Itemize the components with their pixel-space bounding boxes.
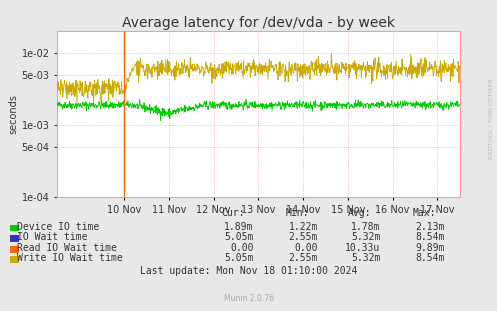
- Text: 5.32m: 5.32m: [351, 253, 380, 263]
- Text: 2.55m: 2.55m: [289, 253, 318, 263]
- Text: RRDTOOL / TOBI OETIKER: RRDTOOL / TOBI OETIKER: [489, 78, 494, 159]
- Text: 1.78m: 1.78m: [351, 221, 380, 231]
- Text: 2.13m: 2.13m: [415, 221, 445, 231]
- Text: 5.32m: 5.32m: [351, 232, 380, 242]
- Text: Max:: Max:: [413, 208, 436, 218]
- Text: 0.00: 0.00: [230, 243, 253, 253]
- Text: 5.05m: 5.05m: [224, 232, 253, 242]
- Text: Cur:: Cur:: [221, 208, 245, 218]
- Text: IO Wait time: IO Wait time: [17, 232, 88, 242]
- Y-axis label: seconds: seconds: [9, 94, 19, 134]
- Text: 8.54m: 8.54m: [415, 253, 445, 263]
- Text: 10.33u: 10.33u: [345, 243, 380, 253]
- Text: 5.05m: 5.05m: [224, 253, 253, 263]
- Text: 8.54m: 8.54m: [415, 232, 445, 242]
- Title: Average latency for /dev/vda - by week: Average latency for /dev/vda - by week: [122, 16, 395, 30]
- Text: Write IO Wait time: Write IO Wait time: [17, 253, 123, 263]
- Text: Read IO Wait time: Read IO Wait time: [17, 243, 117, 253]
- Text: Device IO time: Device IO time: [17, 221, 99, 231]
- Text: 1.89m: 1.89m: [224, 221, 253, 231]
- Text: 0.00: 0.00: [295, 243, 318, 253]
- Text: Min:: Min:: [286, 208, 309, 218]
- Text: 2.55m: 2.55m: [289, 232, 318, 242]
- Text: Last update: Mon Nov 18 01:10:00 2024: Last update: Mon Nov 18 01:10:00 2024: [140, 266, 357, 276]
- Text: 9.89m: 9.89m: [415, 243, 445, 253]
- Text: 1.22m: 1.22m: [289, 221, 318, 231]
- Text: Munin 2.0.76: Munin 2.0.76: [224, 294, 273, 303]
- Text: Avg:: Avg:: [348, 208, 371, 218]
